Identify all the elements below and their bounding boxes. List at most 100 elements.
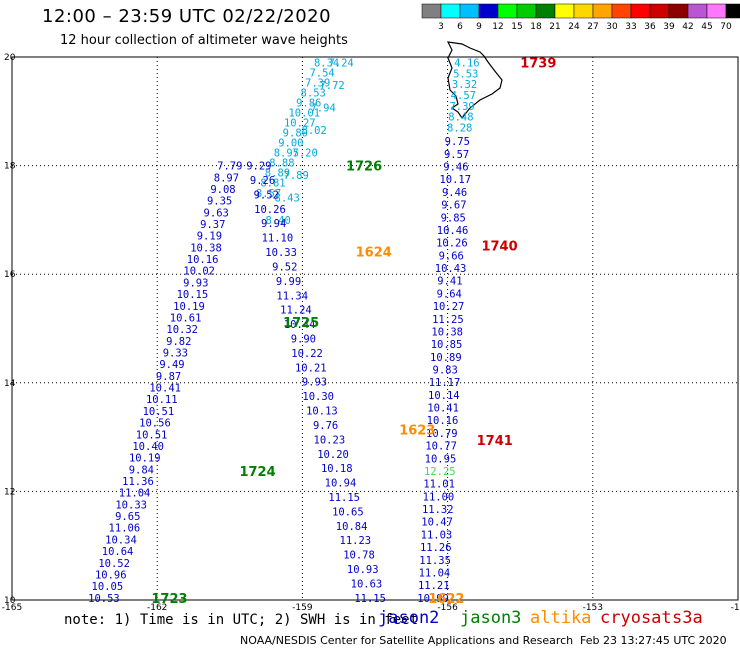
colorbar-swatch	[592, 3, 613, 19]
colorbar-tick: 18	[530, 22, 542, 32]
swh-value: 5.53	[453, 68, 478, 80]
swh-value: 11.26	[420, 542, 452, 554]
swh-value: 10.40	[132, 441, 164, 453]
axis-ticks: -165 -162 -159 -156 -153 -15 10 12 14 16 18 20	[2, 53, 740, 613]
swh-value: 7.54	[309, 67, 334, 79]
swh-value: 10.63	[351, 578, 383, 590]
legend-jason2: jason2	[378, 608, 440, 628]
swh-value: 4.16	[454, 57, 479, 69]
swh-value: 10.16	[427, 415, 459, 427]
swh-value: 10.93	[347, 564, 379, 576]
colorbar-tick: 15	[511, 22, 522, 32]
swh-value: 10.52	[98, 558, 130, 570]
swh-value: 7.20	[293, 147, 318, 159]
colorbar-swatch	[611, 3, 632, 19]
swh-value: 9.99	[276, 276, 301, 288]
grid	[12, 57, 738, 600]
swh-value: 11.34	[276, 290, 308, 302]
colorbar-tick: 3	[438, 22, 444, 32]
colorbar-swatch	[668, 3, 689, 19]
swh-value: 11.04	[119, 488, 151, 500]
swh-value: 10.27	[433, 301, 465, 313]
swh-value: 9.26	[250, 175, 275, 187]
swh-value: 10.21	[295, 362, 327, 374]
swh-value: 10.14	[428, 390, 460, 402]
colorbar-tick: 24	[568, 22, 580, 32]
swh-value: 10.79	[426, 428, 458, 440]
swh-value: 9.85	[441, 212, 466, 224]
pass-label: 1739	[520, 56, 556, 71]
y-tick-label: 16	[4, 270, 16, 280]
swh-value: 10.38	[431, 326, 463, 338]
swh-value: 10.23	[314, 434, 346, 446]
x-tick-label: -153	[583, 603, 603, 613]
colorbar-swatch	[516, 3, 537, 19]
swh-value: 8.89	[265, 168, 290, 180]
swh-value: 11.03	[421, 529, 453, 541]
swh-value: 10.32	[166, 324, 198, 336]
swh-value: 10.94	[325, 478, 357, 490]
swh-value: 10.89	[430, 352, 462, 364]
colorbar-swatch	[649, 3, 670, 19]
colorbar-swatch	[459, 3, 480, 19]
swh-value: 9.93	[302, 377, 327, 389]
swh-value: 11.35	[419, 555, 451, 567]
swh-value: 8.53	[301, 88, 326, 100]
swh-value: 9.63	[204, 207, 229, 219]
swh-value: 9.93	[183, 277, 208, 289]
colorbar-tick: 21	[549, 22, 560, 32]
colorbar-swatch	[497, 3, 518, 19]
swh-value: 9.00	[278, 138, 303, 150]
swh-value: 7.79	[217, 161, 242, 173]
swh-value: 10.44	[284, 319, 316, 331]
legend-altika: altika	[530, 608, 592, 628]
swh-value: 11.00	[423, 491, 455, 503]
chart-subtitle: 12 hour collection of altimeter wave hei…	[60, 33, 348, 48]
swh-value: 10.26	[436, 238, 468, 250]
swh-value: 11.24	[280, 305, 312, 317]
colorbar-swatch	[421, 3, 442, 19]
swh-value: 10.85	[431, 339, 463, 351]
swh-value: 10.18	[321, 463, 353, 475]
y-tick-label: 18	[4, 162, 16, 172]
pass-label: 1622	[428, 592, 464, 607]
swh-value: 8.81	[260, 178, 285, 190]
swh-value: 11.23	[340, 535, 372, 547]
colorbar-swatch	[630, 3, 651, 19]
swh-value: 9.57	[444, 149, 469, 161]
colorbar-tick: 6	[457, 22, 463, 32]
swh-value: 10.16	[187, 254, 219, 266]
swh-value: 11.10	[262, 233, 294, 245]
swh-value: 9.84	[129, 464, 154, 476]
swh-value: 10.43	[435, 263, 467, 275]
swh-value: 8.28	[447, 123, 472, 135]
legend-cryosat: cryosat	[600, 608, 672, 628]
swh-value: 9.52	[272, 261, 297, 273]
swh-value: 10.38	[190, 242, 222, 254]
colorbar-tick: 42	[682, 22, 693, 32]
swh-value: 8.97	[214, 172, 239, 184]
swh-value: 8.40	[266, 215, 291, 227]
colorbar-swatch	[706, 3, 727, 19]
swh-value: 10.05	[92, 581, 124, 593]
swh-value: 11.25	[432, 314, 464, 326]
swh-value: 11.32	[422, 504, 454, 516]
colorbar-tick: 33	[625, 22, 636, 32]
pass-label: 1725	[283, 316, 319, 331]
swh-value: 12.25	[424, 466, 456, 478]
colorbar-tick: 12	[492, 22, 503, 32]
swh-value: 9.52	[254, 189, 279, 201]
swh-value: 9.29	[246, 161, 271, 173]
y-tick-label: 10	[4, 596, 16, 606]
swh-labels: 10.5310.0510.9610.5210.6410.3411.069.651…	[88, 57, 479, 604]
footer-timestamp: Feb 23 13:27:45 UTC 2020	[580, 634, 727, 647]
x-tick-label: -156	[437, 603, 458, 613]
swh-value: 7.39	[305, 77, 330, 89]
swh-value: 10.19	[173, 301, 205, 313]
pass-label: 1723	[151, 592, 187, 607]
swh-value: 10.46	[437, 225, 469, 237]
colorbar-swatch	[687, 3, 708, 19]
colorbar-tick: 45	[701, 22, 712, 32]
swh-value: 10.64	[102, 546, 134, 558]
